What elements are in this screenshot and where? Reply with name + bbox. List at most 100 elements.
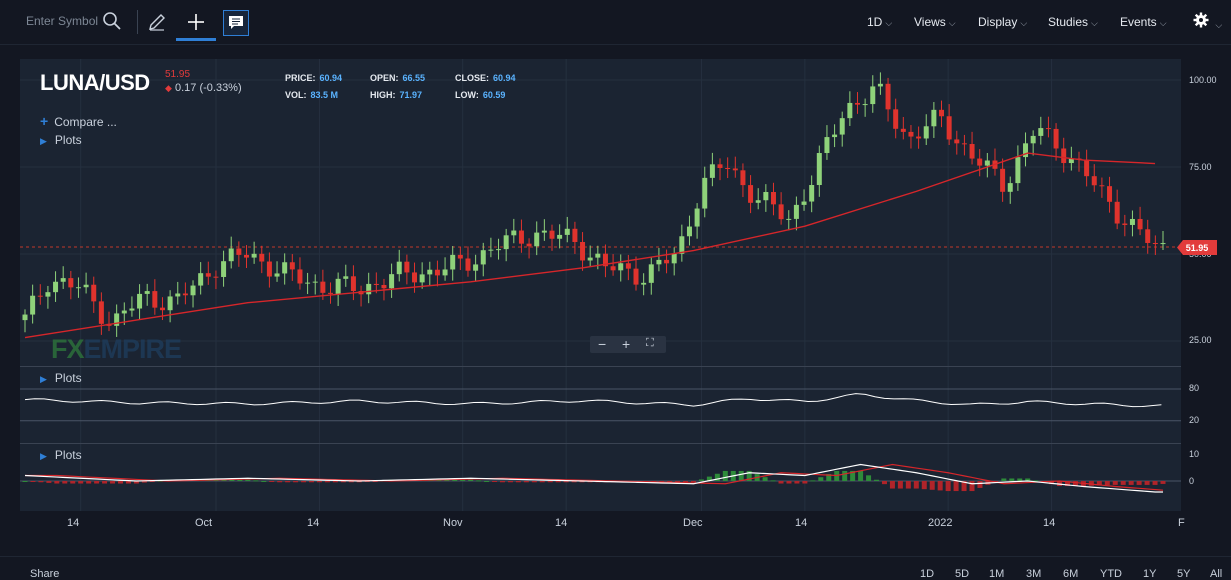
- candle-body: [1030, 135, 1036, 144]
- candle-body: [98, 301, 104, 324]
- range-6m[interactable]: 6M: [1063, 568, 1079, 580]
- macd-histogram-bar: [515, 481, 521, 483]
- macd-histogram-bar: [778, 481, 784, 484]
- macd-histogram-bar: [698, 479, 704, 481]
- range-3m[interactable]: 3M: [1026, 568, 1042, 580]
- stat-close: CLOSE: 60.94: [455, 73, 516, 83]
- pane-divider[interactable]: [20, 366, 1181, 367]
- symbol-search-input[interactable]: Enter Symbol: [26, 14, 99, 28]
- candle-body: [404, 261, 410, 273]
- annotation-tool-button[interactable]: [223, 10, 249, 36]
- macd-histogram-bar: [921, 481, 927, 490]
- candle-body: [954, 139, 960, 144]
- macd-histogram-bar: [539, 481, 545, 483]
- candle-body: [381, 284, 387, 289]
- macd-histogram-bar: [563, 481, 569, 483]
- active-tool-indicator: [176, 38, 216, 41]
- candle-body: [266, 261, 272, 277]
- stat-high: HIGH: 71.97: [370, 90, 423, 100]
- candle-body: [1152, 242, 1158, 244]
- studies-menu[interactable]: Studies ⌵: [1048, 15, 1098, 29]
- range-1y[interactable]: 1Y: [1143, 568, 1157, 580]
- settings-menu[interactable]: ⌵: [1193, 12, 1222, 31]
- crosshair-tool-button[interactable]: [184, 10, 208, 34]
- x-tick: 14: [307, 517, 320, 529]
- candle-body: [22, 314, 28, 321]
- candle-body: [144, 291, 150, 294]
- candle-body: [832, 134, 838, 138]
- candle-body: [916, 136, 922, 139]
- candle-body: [862, 104, 868, 106]
- candle-body: [427, 269, 433, 275]
- candle-body: [442, 269, 448, 276]
- macd-histogram-bar: [746, 470, 752, 481]
- chart-panel[interactable]: [20, 59, 1181, 511]
- price-axis[interactable]: 100.00 75.00 50.00 25.00 80 20 10 0: [1181, 59, 1231, 511]
- compare-button[interactable]: + Compare ...: [40, 113, 117, 129]
- candle-body: [343, 276, 349, 279]
- macd-histogram-bar: [30, 481, 36, 482]
- range-1m[interactable]: 1M: [989, 568, 1005, 580]
- candle-body: [480, 250, 486, 265]
- range-5d[interactable]: 5D: [955, 568, 970, 580]
- display-menu[interactable]: Display ⌵: [978, 15, 1028, 29]
- macd-histogram-bar: [237, 479, 243, 481]
- candle-body: [503, 235, 509, 250]
- plots-toggle-macd[interactable]: ▶ Plots: [40, 448, 82, 462]
- candle-body: [1053, 128, 1059, 149]
- range-1d[interactable]: 1D: [920, 568, 935, 580]
- candle-body: [801, 201, 807, 205]
- candle-body: [1000, 168, 1006, 192]
- candle-body: [450, 254, 456, 270]
- draw-tool-button[interactable]: [145, 10, 169, 34]
- fullscreen-button[interactable]: ⛶: [646, 337, 654, 349]
- macd-histogram-bar: [1033, 480, 1039, 482]
- candle-body: [755, 200, 761, 203]
- candle-body: [877, 83, 883, 87]
- bottom-bar: Share 1D 5D 1M 3M 6M YTD 1Y 5Y All: [0, 556, 1231, 580]
- views-menu[interactable]: Views ⌵: [914, 15, 956, 29]
- macd-histogram-bar: [945, 481, 951, 492]
- candle-body: [1122, 223, 1128, 225]
- macd-histogram-bar: [22, 481, 28, 482]
- price-chart[interactable]: [20, 59, 1181, 511]
- macd-histogram-bar: [1017, 478, 1023, 481]
- macd-histogram-bar: [1152, 481, 1158, 485]
- search-icon[interactable]: [102, 11, 122, 31]
- candle-body: [511, 230, 517, 236]
- comment-icon: [229, 16, 243, 29]
- candle-body: [534, 232, 540, 247]
- macd-histogram-bar: [444, 479, 450, 481]
- macd-histogram-bar: [929, 481, 935, 490]
- plots-toggle-main[interactable]: ▶ Plots: [40, 133, 82, 147]
- pane-divider[interactable]: [20, 443, 1181, 444]
- events-menu[interactable]: Events ⌵: [1120, 15, 1167, 29]
- candle-body: [664, 259, 670, 264]
- date-axis[interactable]: 14 Oct 14 Nov 14 Dec 14 2022 14 F: [20, 511, 1185, 536]
- candle-body: [205, 273, 211, 277]
- candle-body: [931, 109, 937, 127]
- zoom-out-button[interactable]: −: [598, 336, 607, 352]
- range-5y[interactable]: 5Y: [1177, 568, 1191, 580]
- share-button[interactable]: Share: [30, 568, 60, 580]
- candle-body: [488, 249, 494, 251]
- candle-body: [946, 116, 952, 140]
- candle-body: [60, 278, 66, 282]
- candle-body: [1145, 229, 1151, 243]
- plots-toggle-rsi[interactable]: ▶ Plots: [40, 371, 82, 385]
- top-toolbar: Enter Symbol 1D ⌵ Views ⌵ Display ⌵ Studies…: [0, 0, 1231, 45]
- macd-histogram-bar: [269, 481, 275, 482]
- candle-body: [91, 284, 97, 302]
- caret-right-icon: ▶: [40, 451, 47, 461]
- candle-body: [770, 191, 776, 205]
- range-all[interactable]: All: [1210, 568, 1223, 580]
- interval-menu[interactable]: 1D ⌵: [867, 15, 893, 29]
- macd-histogram-bar: [897, 481, 903, 489]
- candle-body: [1091, 176, 1097, 186]
- macd-histogram-bar: [1104, 481, 1110, 486]
- zoom-in-button[interactable]: +: [622, 336, 631, 352]
- candle-body: [221, 261, 227, 277]
- macd-histogram-bar: [818, 477, 824, 481]
- candle-body: [373, 283, 379, 285]
- range-ytd[interactable]: YTD: [1100, 568, 1122, 580]
